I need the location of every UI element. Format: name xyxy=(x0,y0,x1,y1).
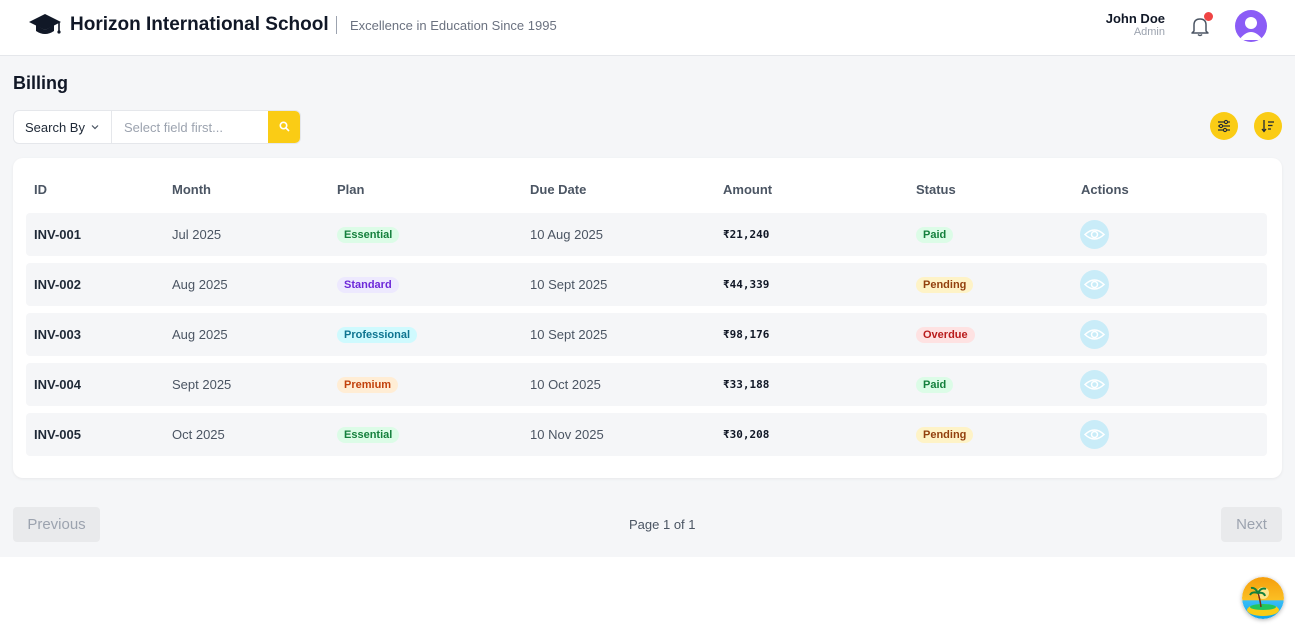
next-button[interactable]: Next xyxy=(1221,507,1282,542)
plan-badge: Essential xyxy=(337,227,400,243)
invoice-amount: ₹21,240 xyxy=(723,228,770,241)
plan-badge: Essential xyxy=(337,427,400,443)
status-badge: Overdue xyxy=(916,327,975,343)
invoice-id: INV-001 xyxy=(34,227,81,242)
main-content: Billing Search By xyxy=(0,56,1295,557)
page-title: Billing xyxy=(13,73,68,93)
sort-button[interactable] xyxy=(1254,112,1282,140)
status-badge: Paid xyxy=(916,227,954,243)
status-badge: Pending xyxy=(916,427,974,443)
user-name: John Doe xyxy=(1105,11,1165,26)
sliders-icon xyxy=(1218,119,1230,133)
table-row: INV-004 Sept 2025 Premium 10 Oct 2025 ₹3… xyxy=(26,363,1267,406)
user-avatar[interactable] xyxy=(1235,10,1267,42)
header-divider xyxy=(336,16,337,34)
invoice-amount: ₹33,188 xyxy=(723,378,770,391)
invoice-amount: ₹44,339 xyxy=(723,278,770,291)
invoice-month: Aug 2025 xyxy=(172,277,228,292)
table-row: INV-001 Jul 2025 Essential 10 Aug 2025 ₹… xyxy=(26,213,1267,256)
user-avatar-icon xyxy=(1239,17,1263,40)
search-input[interactable] xyxy=(113,111,268,143)
user-role: Admin xyxy=(1133,26,1165,38)
search-button[interactable] xyxy=(268,111,300,143)
invoice-due-date: 10 Aug 2025 xyxy=(530,227,604,242)
sort-icon xyxy=(1261,120,1274,133)
column-header-status: Status xyxy=(916,182,956,197)
eye-icon xyxy=(1084,329,1105,340)
column-header-plan: Plan xyxy=(337,182,365,197)
invoice-due-date: 10 Sept 2025 xyxy=(530,327,608,342)
plan-badge: Premium xyxy=(337,377,399,393)
eye-icon xyxy=(1084,229,1105,240)
search-by-dropdown[interactable]: Search By xyxy=(14,111,112,143)
view-button[interactable] xyxy=(1080,420,1109,449)
search-icon xyxy=(279,121,290,132)
invoice-amount: ₹98,176 xyxy=(723,328,770,341)
invoice-month: Sept 2025 xyxy=(172,377,232,392)
invoice-month: Aug 2025 xyxy=(172,327,228,342)
invoice-id: INV-004 xyxy=(34,377,81,392)
beach-island-icon xyxy=(1242,577,1284,619)
eye-icon xyxy=(1084,429,1105,440)
table-row: INV-005 Oct 2025 Essential 10 Nov 2025 ₹… xyxy=(26,413,1267,456)
invoice-amount: ₹30,208 xyxy=(723,428,770,441)
notification-dot xyxy=(1204,12,1213,21)
search-bar: Search By xyxy=(13,110,301,144)
view-button[interactable] xyxy=(1080,320,1109,349)
filter-button[interactable] xyxy=(1210,112,1238,140)
status-badge: Pending xyxy=(916,277,974,293)
status-badge: Paid xyxy=(916,377,954,393)
invoice-id: INV-003 xyxy=(34,327,81,342)
page-info: Page 1 of 1 xyxy=(629,517,696,532)
invoice-month: Jul 2025 xyxy=(172,227,222,242)
plan-badge: Professional xyxy=(337,327,418,343)
school-name: Horizon International School xyxy=(70,14,329,35)
chevron-down-icon xyxy=(91,125,99,130)
eye-icon xyxy=(1084,379,1105,390)
invoice-id: INV-005 xyxy=(34,427,81,442)
invoice-due-date: 10 Oct 2025 xyxy=(530,377,601,392)
column-header-due-date: Due Date xyxy=(530,182,587,197)
floating-action-button[interactable] xyxy=(1242,577,1284,619)
column-header-id: ID xyxy=(34,182,47,197)
table-row: INV-003 Aug 2025 Professional 10 Sept 20… xyxy=(26,313,1267,356)
graduation-cap-icon xyxy=(29,14,61,34)
eye-icon xyxy=(1084,279,1105,290)
invoice-due-date: 10 Sept 2025 xyxy=(530,277,608,292)
billing-table: ID Month Plan Due Date Amount Status Act… xyxy=(13,158,1282,478)
search-by-label: Search By xyxy=(25,120,85,135)
view-button[interactable] xyxy=(1080,270,1109,299)
invoice-id: INV-002 xyxy=(34,277,81,292)
table-row: INV-002 Aug 2025 Standard 10 Sept 2025 ₹… xyxy=(26,263,1267,306)
top-navigation-bar: Horizon International School Excellence … xyxy=(0,0,1295,56)
invoice-month: Oct 2025 xyxy=(172,427,225,442)
bell-icon[interactable] xyxy=(1188,14,1212,38)
previous-button[interactable]: Previous xyxy=(13,507,100,542)
invoice-due-date: 10 Nov 2025 xyxy=(530,427,604,442)
column-header-month: Month xyxy=(172,182,211,197)
school-tagline: Excellence in Education Since 1995 xyxy=(350,18,557,33)
plan-badge: Standard xyxy=(337,277,399,293)
view-button[interactable] xyxy=(1080,220,1109,249)
column-header-amount: Amount xyxy=(723,182,773,197)
column-header-actions: Actions xyxy=(1081,182,1129,197)
view-button[interactable] xyxy=(1080,370,1109,399)
